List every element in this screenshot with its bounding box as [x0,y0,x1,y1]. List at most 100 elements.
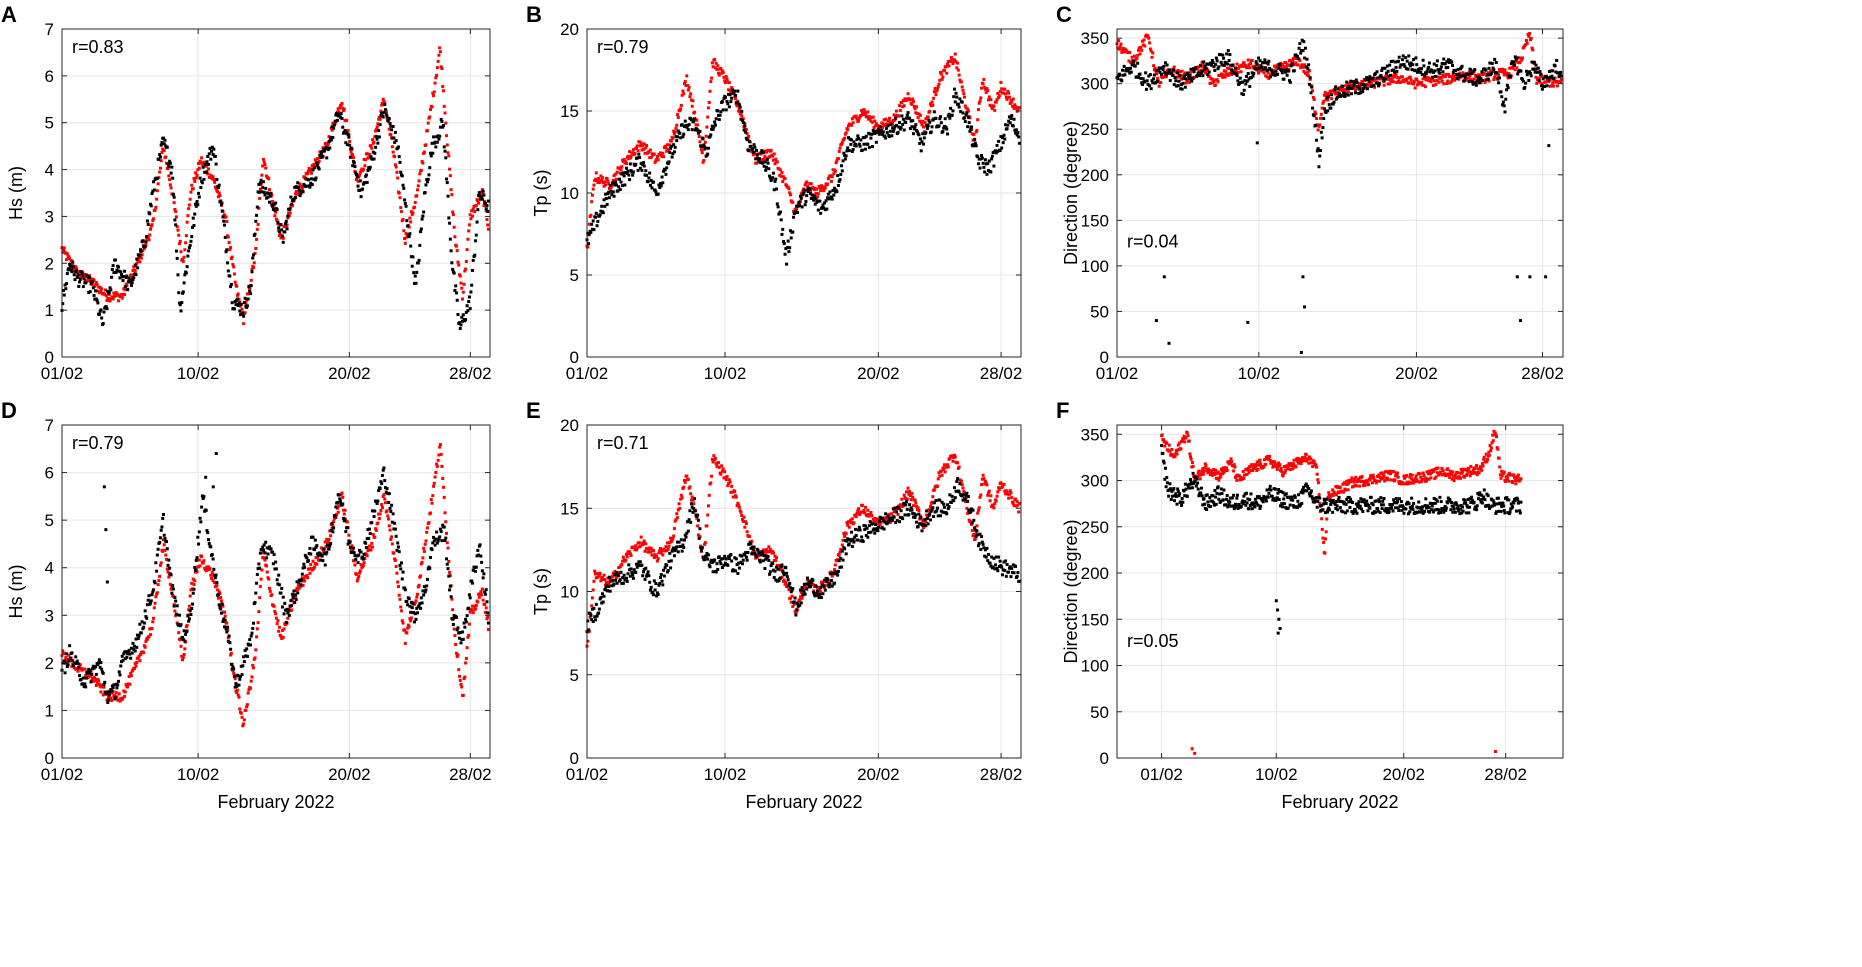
data-point [1369,84,1373,88]
data-point [897,125,901,129]
data-point [228,274,232,278]
data-point [1148,47,1152,51]
data-point [1540,82,1544,86]
data-point [1316,147,1320,151]
data-point [274,612,278,616]
data-point [427,173,431,177]
data-point [1559,70,1563,74]
data-point [593,569,597,573]
data-point [1329,106,1333,110]
data-point [255,627,259,631]
data-point [334,505,338,509]
data-point [484,207,488,211]
data-point [474,239,478,243]
panel-letter: C [1056,2,1072,27]
data-point [1440,61,1444,65]
data-point [686,83,690,87]
data-point [93,297,97,301]
data-point [422,210,426,214]
data-point [279,236,283,240]
data-point [277,230,281,234]
data-point [389,133,393,137]
data-point [134,273,138,277]
data-point [673,130,677,134]
data-point [966,115,970,119]
data-point [602,573,606,577]
data-point [359,563,363,567]
data-point [735,104,739,108]
data-point [717,461,721,465]
data-point [963,95,967,99]
data-point [174,215,178,219]
data-point [1299,350,1303,354]
data-point [114,691,118,695]
data-point [158,152,162,156]
data-point [468,213,472,217]
data-point [87,278,91,282]
data-point [309,171,313,175]
data-point [277,625,281,629]
data-point [479,590,483,594]
data-point [332,526,336,530]
data-point [1163,61,1167,65]
data-point [323,540,327,544]
data-point [181,257,185,261]
data-point [381,495,385,499]
data-point [288,207,292,211]
y-tick-label: 50 [1090,302,1109,321]
data-point [207,542,211,546]
data-point [462,621,466,625]
data-point [226,639,230,643]
data-point [263,193,267,197]
data-point [62,293,66,297]
data-point [1452,75,1456,79]
data-point [1129,70,1133,74]
data-point [1265,75,1269,79]
data-point [778,568,782,572]
data-point [1392,80,1396,84]
data-point [989,170,993,174]
data-point [261,180,265,184]
data-point [797,202,801,206]
data-point [118,673,122,677]
data-point [153,208,157,212]
data-point [428,566,432,570]
data-point [664,545,668,549]
data-point [1350,84,1354,88]
data-point [1515,66,1519,70]
data-point [434,145,438,149]
data-point [457,674,461,678]
data-point [1472,69,1476,73]
data-point [356,179,360,183]
data-point [643,173,647,177]
data-point [668,541,672,545]
data-point [784,247,788,251]
data-point [130,651,134,655]
data-point [251,265,255,269]
data-point [676,135,680,139]
data-point [129,646,133,650]
data-point [71,664,75,668]
data-point [486,628,490,632]
data-point [373,151,377,155]
data-point [458,274,462,278]
data-point [101,693,105,697]
data-point [111,689,115,693]
data-point [775,202,779,206]
data-point [669,536,673,540]
data-point [717,465,721,469]
data-point [932,90,936,94]
data-point [1357,82,1361,86]
data-point [344,530,348,534]
data-point [639,141,643,145]
data-point [699,145,703,149]
data-point [84,676,88,680]
data-point [1132,60,1136,64]
data-point [675,139,679,143]
data-point [1394,65,1398,69]
data-point [441,476,445,480]
data-point [376,141,380,145]
data-point [346,129,350,133]
data-point [1448,59,1452,63]
data-point [1306,70,1310,74]
